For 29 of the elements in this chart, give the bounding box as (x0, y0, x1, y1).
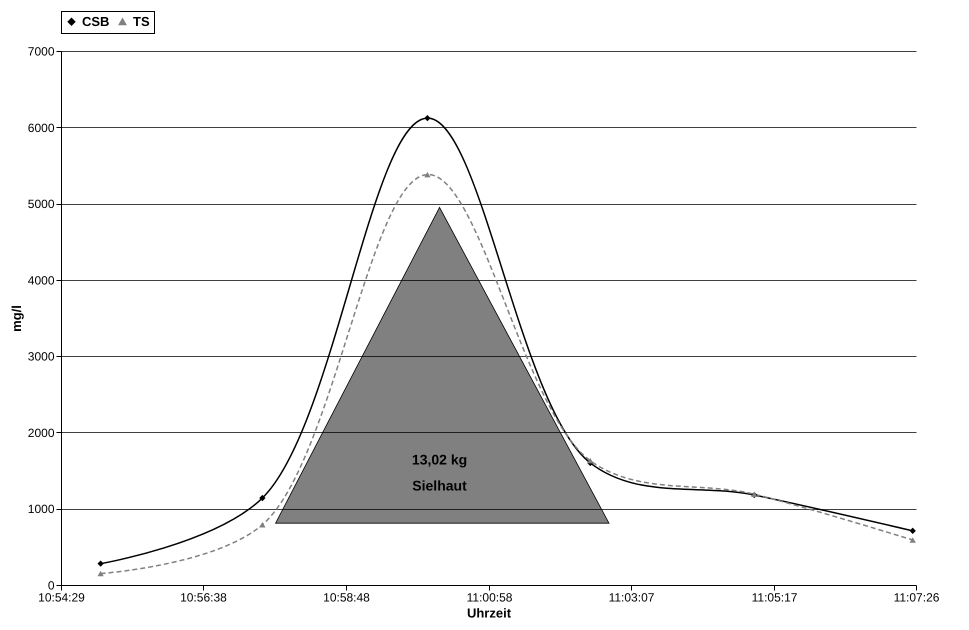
point (587, 458, 594, 464)
point (97, 570, 104, 576)
x-tick-label: 10:54:29 (38, 590, 86, 604)
legend-label: CSB (82, 14, 110, 29)
x-tick-label: 10:56:38 (180, 590, 228, 604)
y-tick-label: 1000 (28, 502, 55, 516)
point (424, 172, 431, 178)
y-tick-label: 3000 (28, 350, 55, 364)
legend-label: TS (133, 14, 150, 29)
annotation: 13,02 kg Sielhaut (412, 451, 468, 494)
point (910, 537, 916, 543)
y-tick-label: 7000 (28, 44, 55, 58)
y-tick-label: 5000 (28, 197, 55, 212)
x-tick-label: 11:05:17 (752, 590, 798, 604)
y-tick-label: 0 (48, 578, 55, 592)
x-tick-label: 11:07:26 (894, 590, 940, 604)
x-tick-label: 11:03:07 (608, 590, 655, 604)
point (97, 560, 104, 567)
x-axis-title: Uhrzeit (466, 606, 512, 620)
point (259, 522, 266, 528)
x-tick-label: 10:58:48 (323, 590, 370, 604)
y-tick-label: 2000 (28, 426, 55, 440)
y-tick-label: 4000 (28, 273, 55, 288)
y-tick-label: 6000 (28, 120, 55, 135)
point (259, 494, 266, 502)
point (910, 528, 916, 534)
point (424, 114, 431, 122)
y-axis-title: mg/l (8, 305, 24, 332)
x-tick-label: 11:00:58 (466, 590, 513, 604)
